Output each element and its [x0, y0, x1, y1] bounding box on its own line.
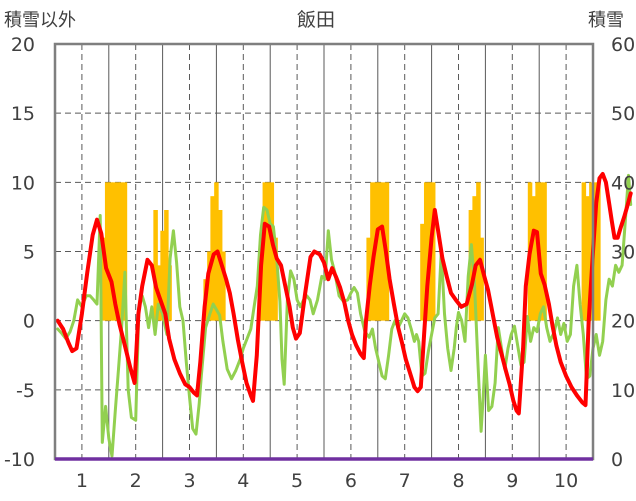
snow-bar: [115, 182, 121, 321]
x-tick-label: 10: [554, 470, 578, 492]
snow-bar: [420, 223, 425, 321]
snow-bar: [472, 196, 477, 321]
snow-bar: [377, 182, 382, 321]
left-tick-label: -10: [4, 449, 35, 471]
x-tick-label: 7: [399, 470, 411, 492]
right-axis-label: 積雪: [588, 10, 624, 31]
left-tick-label: 5: [23, 242, 35, 264]
right-tick-label: 0: [611, 449, 623, 471]
snow-bar: [108, 182, 113, 321]
snow-bar: [596, 182, 601, 321]
snow-bar: [207, 251, 212, 321]
x-tick-label: 2: [130, 470, 142, 492]
snow-bar: [423, 182, 429, 321]
right-tick-label: 50: [611, 103, 635, 125]
left-tick-label: 0: [23, 311, 35, 333]
right-tick-label: 30: [611, 242, 635, 264]
snow-bar: [221, 251, 226, 321]
left-tick-label: 10: [11, 172, 35, 194]
snow-bar: [476, 182, 481, 321]
left-tick-labels: -10 -5 0 5 10 15 20: [4, 34, 35, 471]
snow-bar: [111, 182, 117, 321]
x-tick-label: 3: [183, 470, 195, 492]
x-tick-label: 9: [506, 470, 518, 492]
snow-bar: [531, 196, 537, 321]
right-tick-label: 20: [611, 311, 635, 333]
snow-bar: [153, 210, 158, 321]
snow-bar: [101, 237, 106, 321]
snow-bar: [269, 182, 275, 321]
x-tick-label: 8: [452, 470, 464, 492]
chart-title: 飯田: [297, 9, 335, 31]
right-tick-labels: 0 10 20 30 40 50 60: [611, 34, 635, 471]
red-series-line: [55, 172, 633, 416]
x-tick-label: 4: [237, 470, 249, 492]
series-lines: [55, 172, 633, 458]
axes: [53, 42, 595, 461]
snow-bar: [164, 210, 169, 321]
snow-bar: [581, 182, 587, 321]
left-axis-label: 積雪以外: [4, 10, 76, 31]
snow-bar: [468, 210, 474, 321]
right-tick-label: 60: [611, 34, 635, 56]
x-tick-labels: 1 2 3 4 5 6 7 8 9 10: [76, 470, 578, 492]
green-series-line: [56, 173, 633, 458]
x-tick-label: 1: [76, 470, 88, 492]
x-tick-label: 6: [345, 470, 357, 492]
snow-bar: [262, 182, 268, 321]
left-tick-label: -5: [16, 380, 35, 402]
snow-bar: [585, 196, 590, 321]
left-tick-label: 20: [11, 34, 35, 56]
x-tick-label: 5: [291, 470, 303, 492]
snow-bar: [542, 182, 547, 321]
snow-bar: [538, 182, 544, 321]
snow-bar: [380, 182, 386, 321]
right-tick-label: 10: [611, 380, 635, 402]
snow-bar: [273, 237, 278, 321]
snow-bar: [430, 182, 436, 321]
snow-bar: [118, 182, 124, 321]
snow-bar: [104, 182, 110, 321]
left-tick-label: 15: [11, 103, 35, 125]
snow-bar: [266, 182, 271, 321]
right-tick-label: 40: [611, 172, 635, 194]
snow-bar: [122, 182, 128, 321]
snow-bar: [479, 237, 484, 321]
snow-bar: [160, 230, 165, 321]
